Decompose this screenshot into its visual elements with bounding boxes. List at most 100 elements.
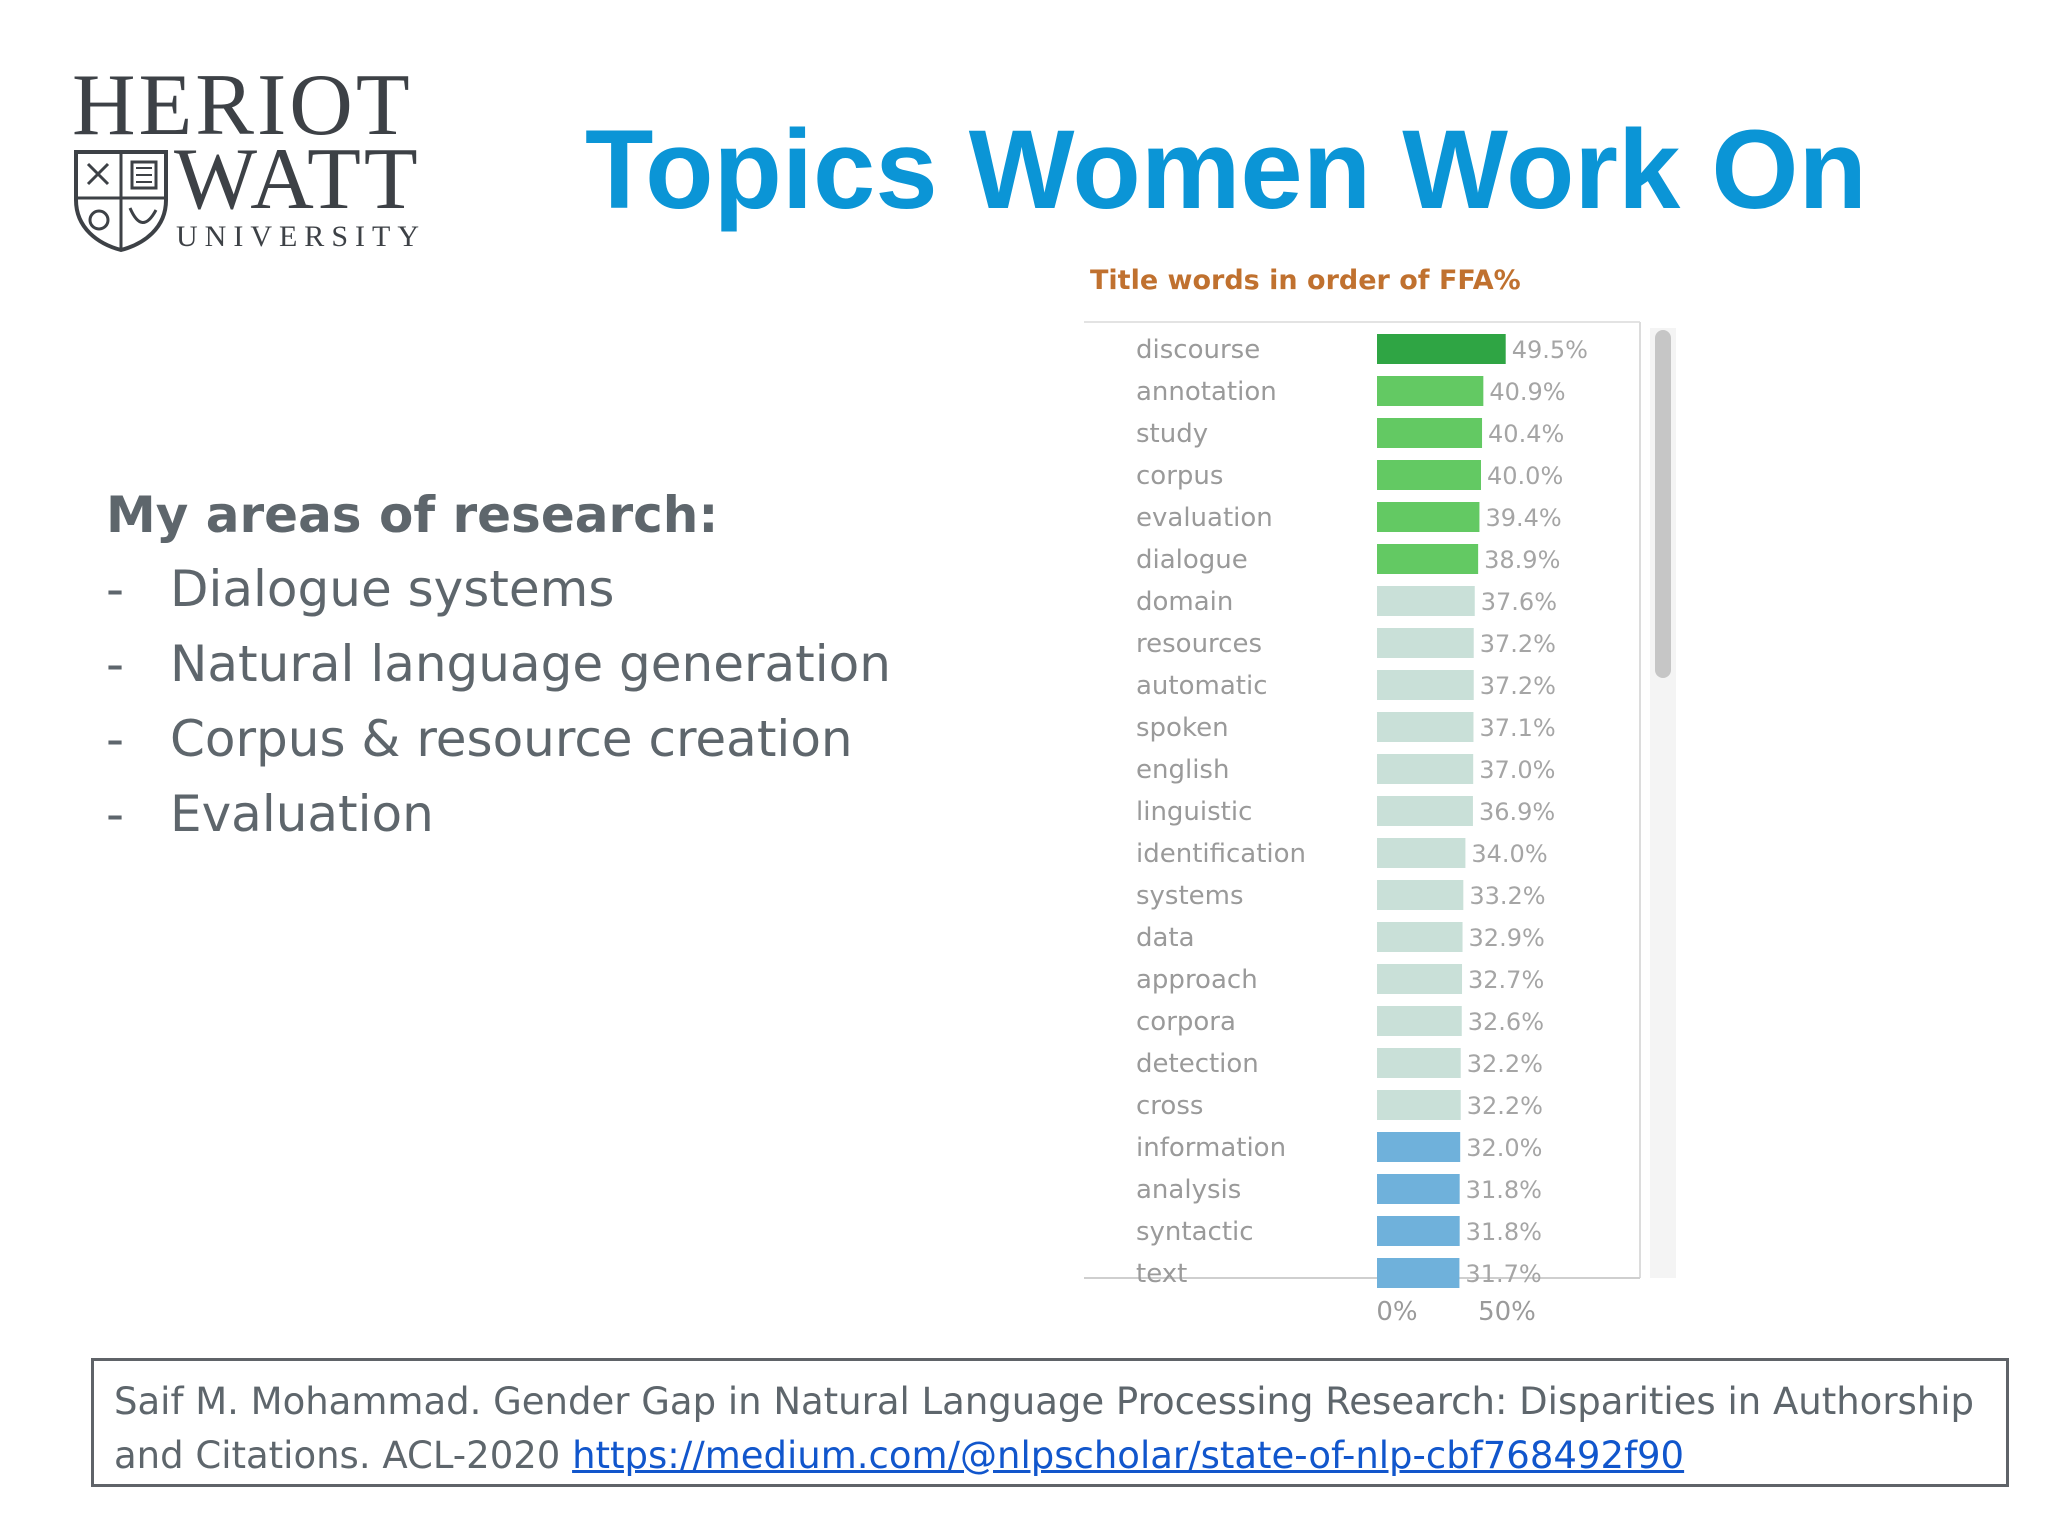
bullet-dash: - bbox=[106, 710, 125, 768]
bar bbox=[1377, 754, 1474, 784]
value-label: 32.2% bbox=[1467, 1092, 1543, 1120]
category-label: evaluation bbox=[1136, 503, 1273, 533]
bar bbox=[1377, 1006, 1462, 1036]
value-label: 37.6% bbox=[1481, 588, 1557, 616]
value-label: 33.2% bbox=[1469, 882, 1545, 910]
value-label: 32.2% bbox=[1467, 1050, 1543, 1078]
bars-group: discourse 49.5% annotation 40.9% study 40.4% c… bbox=[1136, 334, 1588, 1289]
value-label: 38.9% bbox=[1484, 546, 1560, 574]
logo-heriot-text: HERIOT bbox=[72, 57, 413, 154]
category-label: systems bbox=[1136, 881, 1244, 911]
value-label: 34.0% bbox=[1471, 840, 1547, 868]
research-item-label: Corpus & resource creation bbox=[170, 710, 853, 768]
research-item: - Evaluation bbox=[106, 777, 986, 852]
category-label: syntactic bbox=[1136, 1217, 1254, 1247]
bar bbox=[1377, 334, 1506, 364]
category-label: analysis bbox=[1136, 1175, 1241, 1205]
value-label: 37.2% bbox=[1480, 630, 1556, 658]
value-label: 31.8% bbox=[1466, 1176, 1542, 1204]
bullet-dash: - bbox=[106, 785, 125, 843]
slide-title: Topics Women Work On bbox=[585, 107, 1867, 232]
value-label: 40.0% bbox=[1487, 462, 1563, 490]
bar bbox=[1377, 880, 1464, 910]
bar bbox=[1377, 670, 1474, 700]
research-item: - Natural language generation bbox=[106, 627, 986, 702]
bar bbox=[1377, 964, 1463, 994]
value-label: 32.6% bbox=[1468, 1008, 1544, 1036]
value-label: 39.4% bbox=[1485, 504, 1561, 532]
logo-watt-text: WATT bbox=[174, 131, 421, 228]
logo-university-text: UNIVERSITY bbox=[176, 220, 426, 253]
research-item: - Dialogue systems bbox=[106, 552, 986, 627]
category-label: annotation bbox=[1136, 377, 1277, 407]
bar bbox=[1377, 712, 1474, 742]
bar bbox=[1377, 460, 1481, 490]
category-label: discourse bbox=[1136, 335, 1260, 365]
bar bbox=[1377, 838, 1466, 868]
bar bbox=[1377, 796, 1473, 826]
x-tick-label: 0% bbox=[1376, 1297, 1417, 1327]
x-tick-label: 50% bbox=[1478, 1297, 1536, 1327]
category-label: linguistic bbox=[1136, 797, 1252, 827]
bar bbox=[1377, 1048, 1461, 1078]
value-label: 32.0% bbox=[1466, 1134, 1542, 1162]
x-axis: 0% 50% bbox=[1376, 1297, 1536, 1327]
category-label: approach bbox=[1136, 965, 1258, 995]
bar bbox=[1377, 628, 1474, 658]
bar bbox=[1377, 1258, 1460, 1288]
category-label: identification bbox=[1136, 839, 1306, 869]
category-label: resources bbox=[1136, 629, 1262, 659]
citation-link[interactable]: https://medium.com/@nlpscholar/state-of-… bbox=[572, 1434, 1685, 1477]
category-label: automatic bbox=[1136, 671, 1268, 701]
chart-frame bbox=[1084, 321, 1641, 1279]
value-label: 37.0% bbox=[1479, 756, 1555, 784]
scrollbar-thumb[interactable] bbox=[1655, 330, 1671, 678]
category-label: corpora bbox=[1136, 1007, 1236, 1037]
category-label: study bbox=[1136, 419, 1208, 449]
university-logo: HERIOT WATT UNIVERSITY bbox=[72, 60, 432, 260]
value-label: 32.9% bbox=[1469, 924, 1545, 952]
bar bbox=[1377, 1090, 1461, 1120]
citation-text: Saif M. Mohammad. Gender Gap in Natural … bbox=[114, 1380, 1975, 1477]
bar bbox=[1377, 586, 1475, 616]
research-item-label: Evaluation bbox=[170, 785, 434, 843]
citation-box: Saif M. Mohammad. Gender Gap in Natural … bbox=[91, 1358, 2009, 1487]
crest-icon bbox=[74, 150, 168, 252]
research-item-label: Dialogue systems bbox=[170, 560, 615, 618]
chart-canvas: Title words in order of FFA% discourse 49… bbox=[1084, 265, 1676, 1327]
value-label: 40.9% bbox=[1489, 378, 1565, 406]
value-label: 31.8% bbox=[1466, 1218, 1542, 1246]
bar bbox=[1377, 1216, 1460, 1246]
bar bbox=[1377, 1174, 1460, 1204]
value-label: 40.4% bbox=[1488, 420, 1564, 448]
chart-scrollbar[interactable] bbox=[1650, 328, 1676, 1278]
chart-title: Title words in order of FFA% bbox=[1090, 265, 1521, 296]
value-label: 37.1% bbox=[1479, 714, 1555, 742]
value-label: 36.9% bbox=[1479, 798, 1555, 826]
research-areas: My areas of research: - Dialogue systems … bbox=[106, 478, 986, 852]
category-label: dialogue bbox=[1136, 545, 1248, 575]
bar bbox=[1377, 1132, 1461, 1162]
category-label: detection bbox=[1136, 1049, 1259, 1079]
category-label: data bbox=[1136, 923, 1195, 953]
ffa-bar-chart: Title words in order of FFA% discourse 49… bbox=[1084, 250, 1684, 1330]
research-item: - Corpus & resource creation bbox=[106, 702, 986, 777]
bar bbox=[1377, 376, 1484, 406]
category-label: corpus bbox=[1136, 461, 1223, 491]
research-item-label: Natural language generation bbox=[170, 635, 891, 693]
bar bbox=[1377, 922, 1463, 952]
value-label: 37.2% bbox=[1480, 672, 1556, 700]
value-label: 31.7% bbox=[1465, 1260, 1541, 1288]
value-label: 49.5% bbox=[1512, 336, 1588, 364]
category-label: spoken bbox=[1136, 713, 1229, 743]
value-label: 32.7% bbox=[1468, 966, 1544, 994]
category-label: text bbox=[1136, 1259, 1187, 1289]
category-label: domain bbox=[1136, 587, 1233, 617]
bar bbox=[1377, 544, 1479, 574]
bullet-dash: - bbox=[106, 635, 125, 693]
bar bbox=[1377, 502, 1480, 532]
category-label: cross bbox=[1136, 1091, 1203, 1121]
category-label: english bbox=[1136, 755, 1229, 785]
category-label: information bbox=[1136, 1133, 1286, 1163]
research-heading: My areas of research: bbox=[106, 486, 719, 544]
